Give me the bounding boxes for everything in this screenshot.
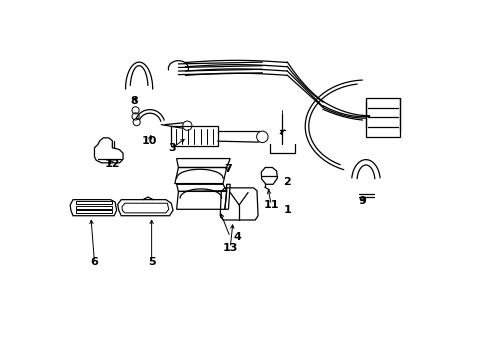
Text: 11: 11 [263, 200, 279, 210]
Text: 1: 1 [283, 205, 291, 215]
Bar [76, 202, 111, 204]
Text: 2: 2 [283, 177, 291, 187]
Bar [76, 206, 111, 208]
Text: 8: 8 [130, 96, 137, 107]
Text: 12: 12 [104, 159, 120, 169]
Text: 9: 9 [358, 197, 366, 206]
Text: 6: 6 [90, 257, 98, 267]
Text: 13: 13 [222, 243, 238, 253]
Text: 5: 5 [147, 257, 155, 267]
Bar [76, 210, 111, 213]
Text: 3: 3 [168, 143, 176, 153]
Text: 7: 7 [224, 164, 232, 174]
Text: 4: 4 [233, 232, 241, 242]
Text: 10: 10 [142, 136, 157, 146]
Bar [171, 126, 217, 146]
